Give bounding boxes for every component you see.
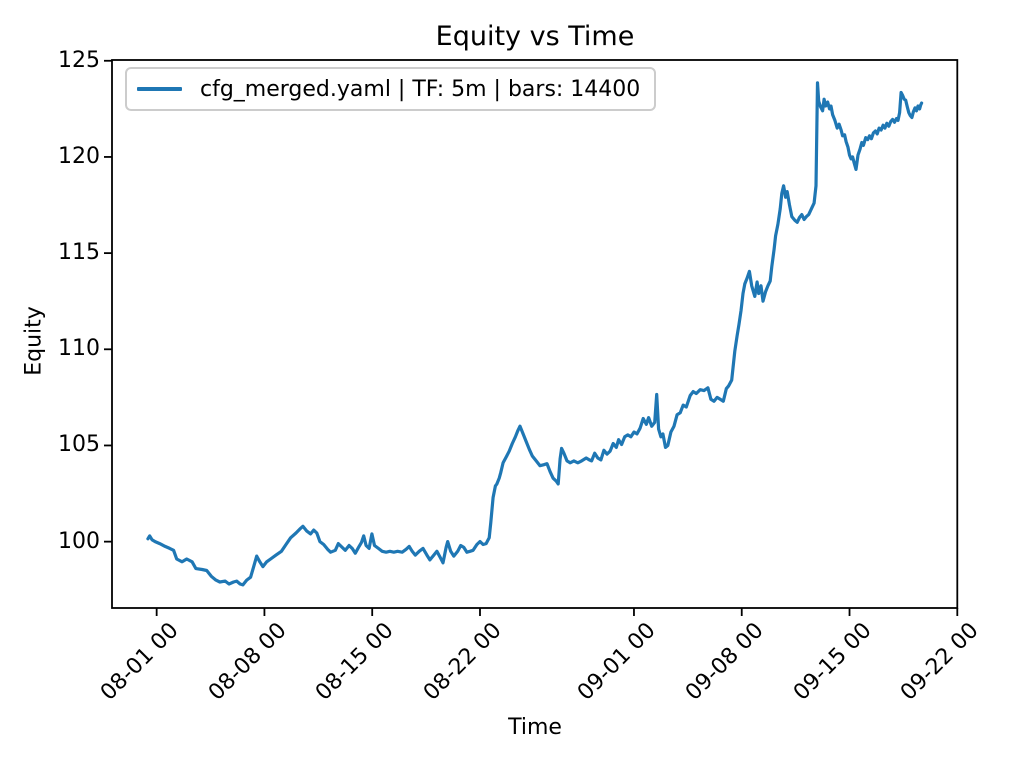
y-tick-label: 115: [58, 240, 100, 266]
axes-spines: [111, 59, 959, 609]
y-tick-label: 105: [58, 432, 100, 458]
y-tick-label: 120: [58, 143, 100, 169]
y-tick-label: 100: [58, 528, 100, 554]
legend-line-sample: [137, 87, 182, 91]
legend: cfg_merged.yaml | TF: 5m | bars: 14400: [125, 67, 657, 111]
chart-title: Equity vs Time: [435, 21, 635, 52]
y-tick-label: 125: [58, 47, 100, 73]
equity-series-line: [146, 81, 924, 587]
legend-label: cfg_merged.yaml | TF: 5m | bars: 14400: [200, 76, 641, 102]
axis-tick-marks: [104, 59, 959, 616]
y-tick-label: 110: [58, 336, 100, 362]
y-axis-label: Equity: [21, 306, 47, 376]
x-axis-label: Time: [508, 715, 562, 740]
